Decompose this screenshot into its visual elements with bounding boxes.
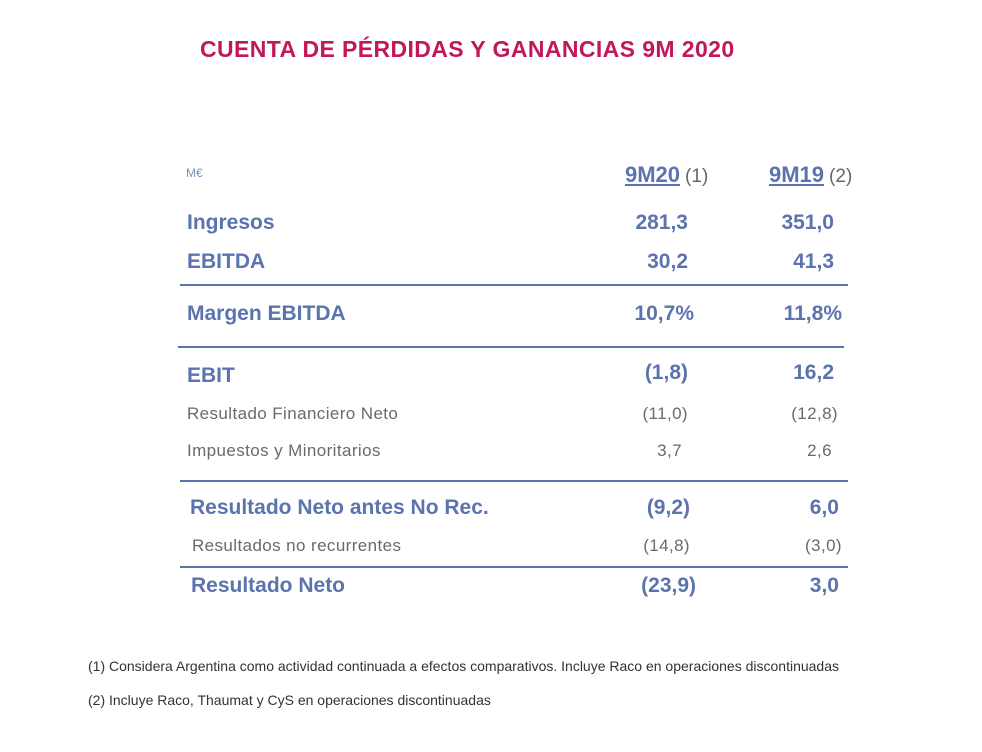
row-value-ebit-9m19: 16,2 (793, 361, 834, 384)
row-label-resultado-neto-antes-no-rec: Resultado Neto antes No Rec. (190, 496, 489, 519)
unit-label: M€ (186, 166, 203, 180)
divider-line (180, 566, 848, 568)
divider-line (178, 346, 844, 348)
row-value-resultado-financiero-9m19: (12,8) (791, 404, 838, 423)
column-note: (1) (685, 166, 709, 187)
divider-line (180, 480, 848, 482)
column-note: (2) (829, 166, 853, 187)
column-label: 9M20 (625, 162, 681, 187)
footnote-1: (1) Considera Argentina como actividad c… (88, 658, 839, 674)
row-value-no-recurrentes-9m20: (14,8) (643, 536, 690, 555)
column-header-9m19: 9M19 (2) (769, 162, 852, 188)
row-value-margen-ebitda-9m20: 10,7% (634, 302, 694, 325)
page-title: CUENTA DE PÉRDIDAS Y GANANCIAS 9M 2020 (200, 36, 735, 62)
row-value-no-recurrentes-9m19: (3,0) (805, 536, 842, 555)
row-label-margen-ebitda: Margen EBITDA (187, 302, 346, 325)
row-value-resultado-neto-9m19: 3,0 (809, 574, 839, 597)
row-label-resultado-neto: Resultado Neto (191, 574, 346, 597)
row-value-resultado-neto-9m20: (23,9) (641, 574, 696, 597)
row-value-ebitda-9m20: 30,2 (647, 250, 688, 273)
row-value-ingresos-9m19: 351,0 (781, 211, 834, 234)
row-label-impuestos-minoritarios: Impuestos y Minoritarios (187, 441, 381, 460)
row-label-resultados-no-recurrentes: Resultados no recurrentes (192, 536, 402, 555)
row-value-resultado-neto-antes-9m20: (9,2) (646, 496, 690, 519)
footnote-2: (2) Incluye Raco, Thaumat y CyS en opera… (88, 692, 491, 708)
row-label-resultado-financiero-neto: Resultado Financiero Neto (187, 404, 399, 423)
row-value-ebit-9m20: (1,8) (644, 361, 688, 384)
divider-line (180, 284, 848, 286)
row-label-ebit: EBIT (187, 364, 235, 387)
row-label-ebitda: EBITDA (187, 250, 266, 273)
row-value-resultado-neto-antes-9m19: 6,0 (809, 496, 839, 519)
row-value-margen-ebitda-9m19: 11,8% (783, 302, 842, 325)
row-value-ebitda-9m19: 41,3 (793, 250, 834, 273)
row-label-ingresos: Ingresos (187, 211, 275, 234)
column-header-9m20: 9M20 (1) (625, 162, 708, 188)
row-value-impuestos-9m20: 3,7 (657, 441, 682, 460)
row-value-impuestos-9m19: 2,6 (807, 441, 832, 460)
row-value-resultado-financiero-9m20: (11,0) (642, 404, 688, 423)
column-label: 9M19 (769, 162, 825, 187)
row-value-ingresos-9m20: 281,3 (635, 211, 688, 234)
